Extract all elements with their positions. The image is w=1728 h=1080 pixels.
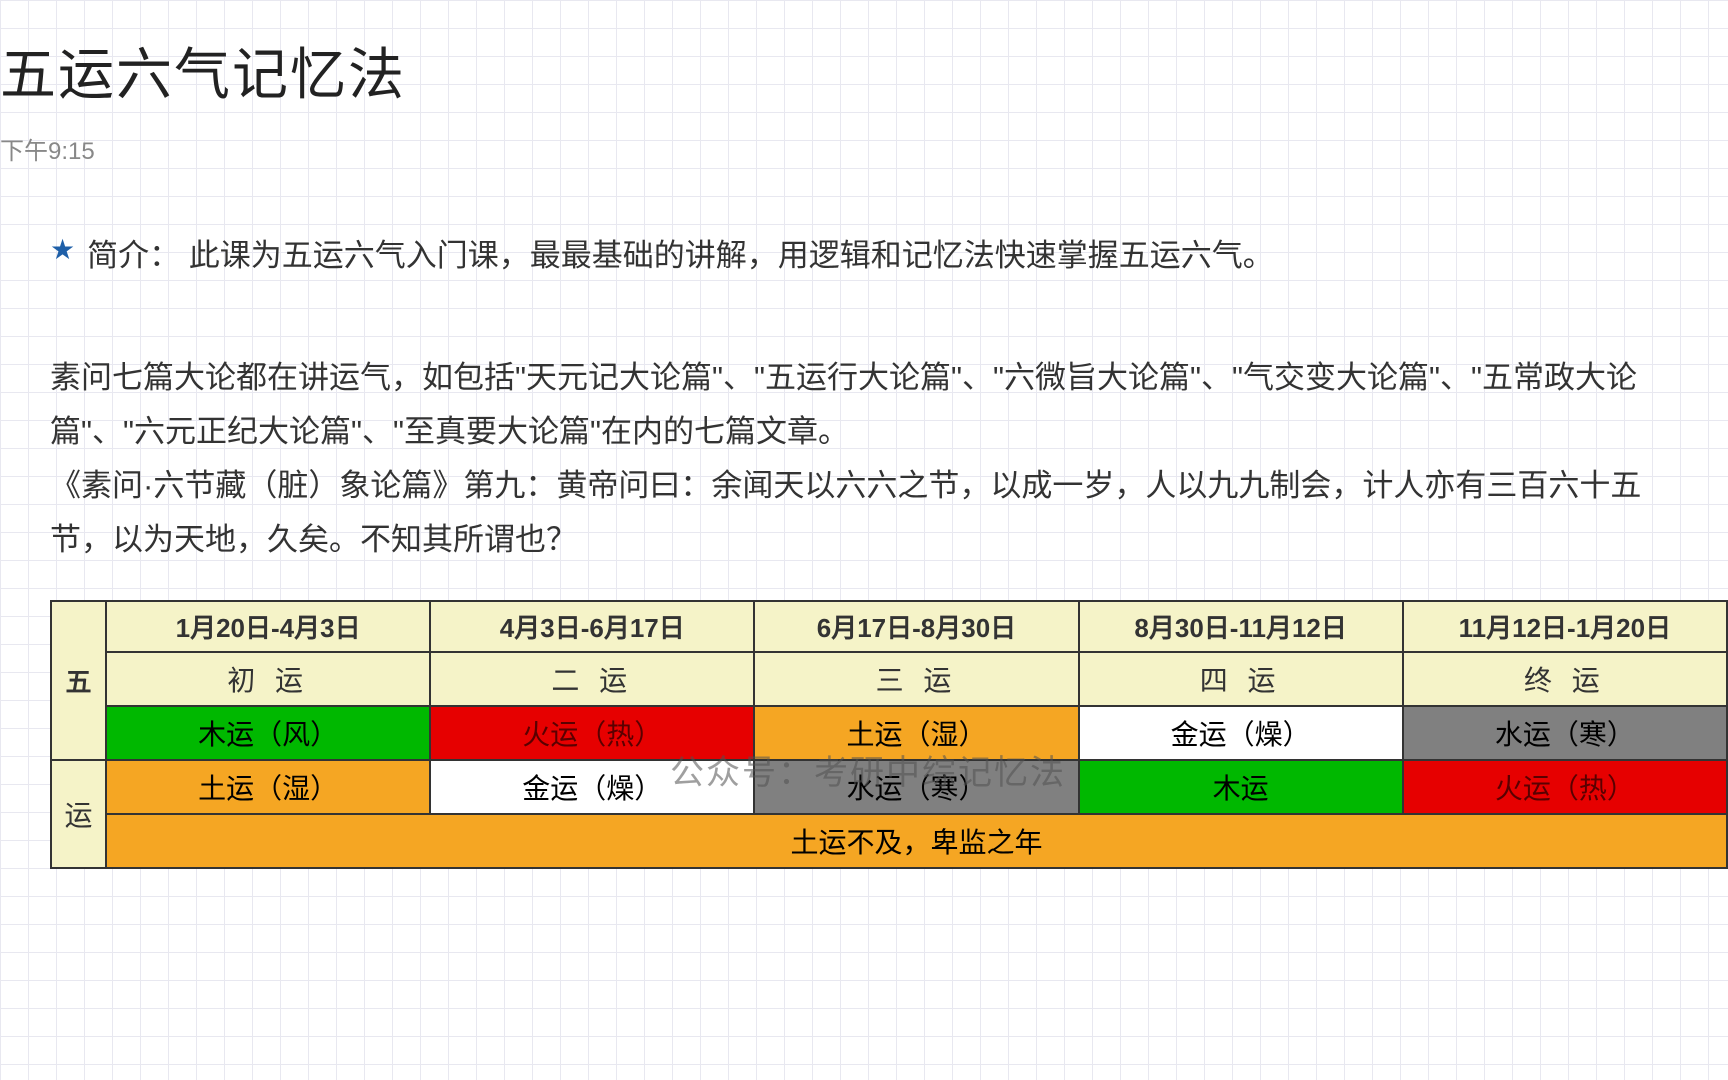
intro-text: 简介： 此课为五运六气入门课，最最基础的讲解，用逻辑和记忆法快速掌握五运六气。 [87, 231, 1274, 281]
element-cell: 火运（热） [1403, 760, 1727, 814]
element-cell: 土运（湿） [106, 760, 430, 814]
table-row-summary: 土运不及，卑监之年 [51, 814, 1727, 868]
element-cell: 木运（风） [106, 706, 430, 760]
table-row-dates: 五 1月20日-4月3日 4月3日-6月17日 6月17日-8月30日 8月30… [51, 601, 1727, 652]
intro-body: 此课为五运六气入门课，最最基础的讲解，用逻辑和记忆法快速掌握五运六气。 [189, 238, 1274, 273]
table-row-elements-1: 木运（风） 火运（热） 土运（湿） 金运（燥） 水运（寒） [51, 706, 1727, 760]
row-header-wu: 五 [51, 601, 106, 760]
element-cell: 金运（燥） [1079, 706, 1403, 760]
wuyun-table-wrap: 五 1月20日-4月3日 4月3日-6月17日 6月17日-8月30日 8月30… [50, 600, 1728, 869]
table-row-phases: 初 运 二 运 三 运 四 运 终 运 [51, 652, 1727, 706]
body-text: 素问七篇大论都在讲运气，如包括"天元记大论篇"、"五运行大论篇"、"六微旨大论篇… [50, 351, 1668, 568]
table-row-elements-2: 运 土运（湿） 金运（燥） 水运（寒） 木运 火运（热） [51, 760, 1727, 814]
intro-label: 简介： [87, 238, 180, 273]
paragraph-1: 素问七篇大论都在讲运气，如包括"天元记大论篇"、"五运行大论篇"、"六微旨大论篇… [50, 351, 1668, 460]
intro-line: ★ 简介： 此课为五运六气入门课，最最基础的讲解，用逻辑和记忆法快速掌握五运六气… [50, 231, 1668, 281]
timestamp: 下午9:15 [0, 131, 1728, 166]
row-header-yun: 运 [51, 760, 106, 868]
element-cell: 水运（寒） [1403, 706, 1727, 760]
phase-cell: 初 运 [106, 652, 430, 706]
phase-cell: 终 运 [1403, 652, 1727, 706]
summary-cell: 土运不及，卑监之年 [106, 814, 1727, 868]
element-cell: 土运（湿） [754, 706, 1078, 760]
date-cell: 8月30日-11月12日 [1079, 601, 1403, 652]
phase-cell: 二 运 [430, 652, 754, 706]
date-cell: 1月20日-4月3日 [106, 601, 430, 652]
wuyun-table: 五 1月20日-4月3日 4月3日-6月17日 6月17日-8月30日 8月30… [50, 600, 1728, 869]
content-area: ★ 简介： 此课为五运六气入门课，最最基础的讲解，用逻辑和记忆法快速掌握五运六气… [0, 231, 1728, 568]
element-cell: 木运 [1079, 760, 1403, 814]
paragraph-2: 《素问·六节藏（脏）象论篇》第九：黄帝问曰：余闻天以六六之节，以成一岁，人以九九… [50, 459, 1668, 568]
date-cell: 11月12日-1月20日 [1403, 601, 1727, 652]
phase-cell: 四 运 [1079, 652, 1403, 706]
phase-cell: 三 运 [754, 652, 1078, 706]
element-cell: 火运（热） [430, 706, 754, 760]
page-title: 五运六气记忆法 [0, 0, 1728, 111]
date-cell: 6月17日-8月30日 [754, 601, 1078, 652]
star-icon: ★ [50, 233, 75, 266]
element-cell: 金运（燥） [430, 760, 754, 814]
element-cell: 水运（寒） [754, 760, 1078, 814]
date-cell: 4月3日-6月17日 [430, 601, 754, 652]
